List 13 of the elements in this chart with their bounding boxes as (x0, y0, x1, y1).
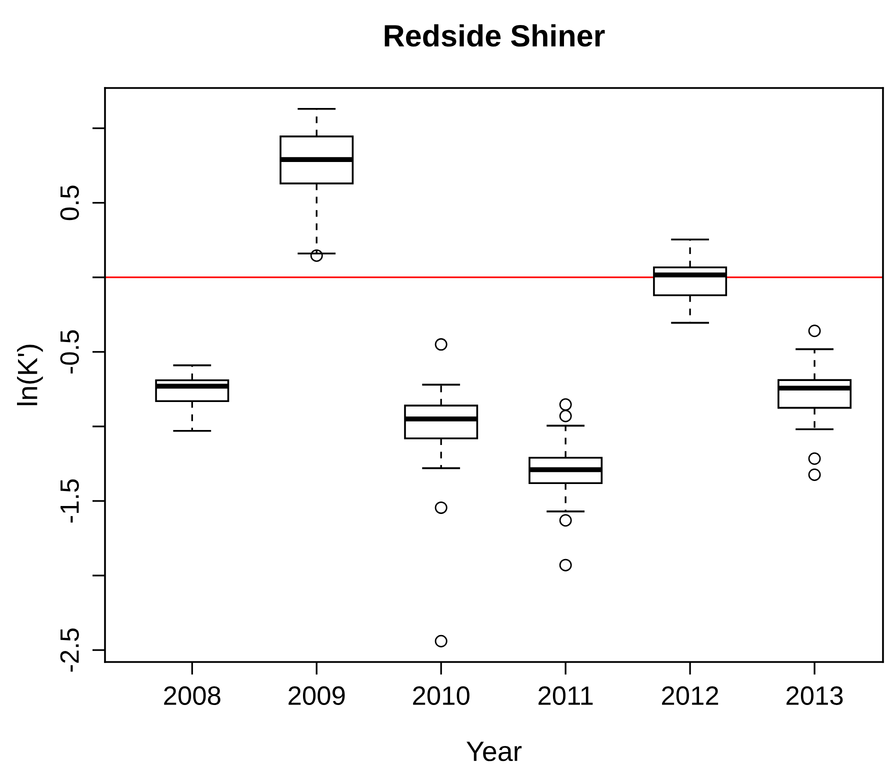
x-axis-title: Year (466, 742, 522, 762)
x-tick-label: 2012 (662, 686, 718, 705)
x-tick-label: 2010 (413, 686, 470, 705)
x-tick-label: 2008 (164, 686, 220, 705)
chart-title: Redside Shiner (384, 24, 605, 47)
y-tick-label: -0.5 (60, 330, 79, 374)
x-tick-label: 2013 (786, 686, 843, 705)
y-tick-label: 0.5 (60, 186, 79, 220)
y-tick-label: -2.5 (60, 628, 79, 672)
x-tick-label: 2009 (288, 686, 345, 705)
x-tick-label: 2011 (538, 686, 593, 705)
y-axis-title: ln(K') (17, 344, 43, 406)
y-tick-label: -1.5 (60, 479, 79, 523)
